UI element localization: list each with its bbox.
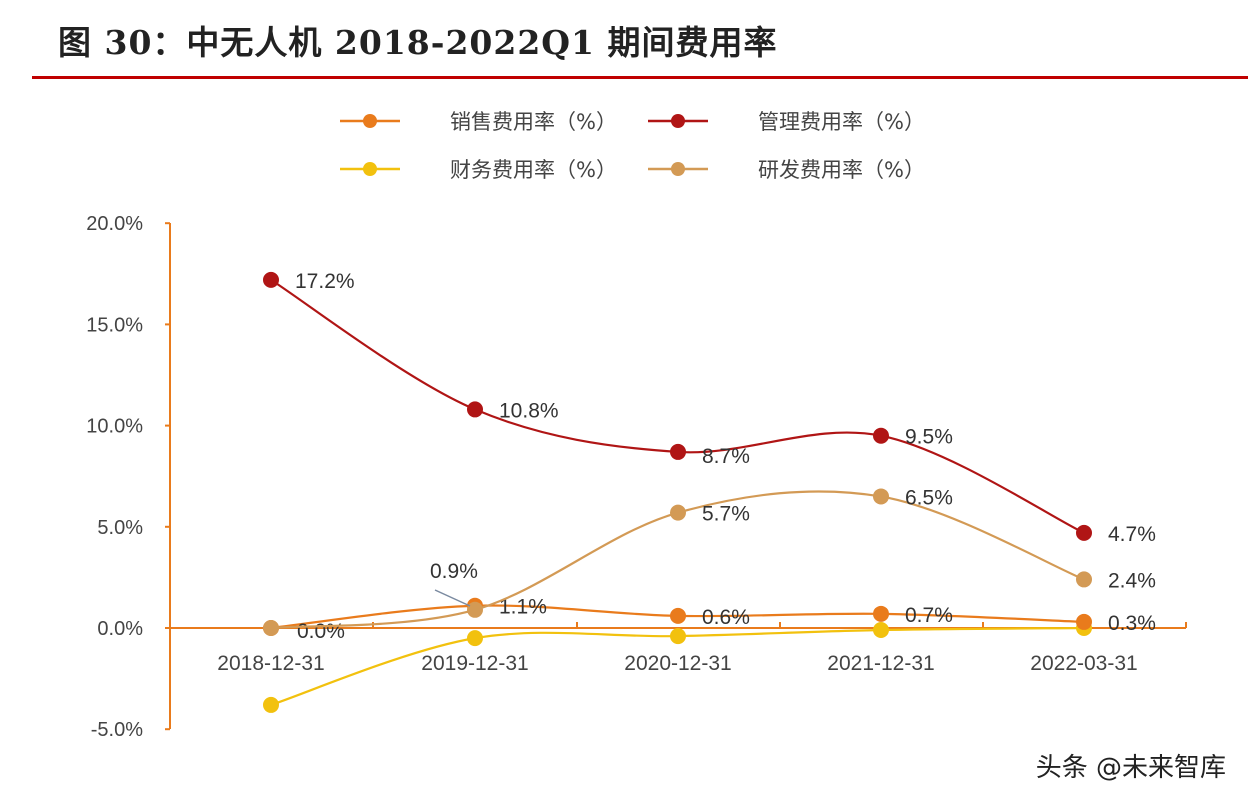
y-tick-label: 20.0% (86, 213, 143, 235)
page-title: 图 30：中无人机 2018-2022Q1 期间费用率 (58, 23, 778, 62)
y-tick-label: -5.0% (91, 719, 143, 741)
data-label: 17.2% (295, 270, 355, 293)
x-tick-label: 2018-12-31 (217, 652, 324, 675)
legend-label: 研发费用率（%） (758, 158, 925, 182)
x-tick-label: 2020-12-31 (624, 652, 731, 675)
legend-marker (363, 162, 377, 176)
legend-label: 销售费用率（%） (450, 110, 617, 134)
title-divider (32, 76, 1248, 79)
data-point (873, 605, 889, 622)
data-point (263, 696, 279, 713)
data-point (670, 628, 686, 645)
legend-marker (671, 162, 685, 176)
data-point (670, 443, 686, 460)
data-point (1076, 613, 1092, 630)
data-label: 9.5% (905, 426, 953, 449)
data-label: 5.7% (702, 503, 750, 526)
y-tick-label: 15.0% (86, 314, 143, 336)
data-point (873, 427, 889, 444)
leader-line (434, 589, 471, 607)
data-label: 1.1% (499, 596, 547, 619)
data-point (467, 601, 483, 618)
y-tick-label: 10.0% (86, 416, 143, 438)
data-point (1076, 571, 1092, 588)
series-line-1 (270, 278, 1085, 534)
x-tick-label: 2019-12-31 (421, 652, 528, 675)
watermark: 头条 @未来智库 (1035, 753, 1226, 783)
legend-label: 管理费用率（%） (758, 110, 925, 134)
data-label: 0.7% (905, 604, 953, 627)
data-point (670, 607, 686, 624)
data-label: 10.8% (499, 399, 559, 422)
x-tick-label: 2022-03-31 (1030, 652, 1137, 675)
legend-marker (671, 114, 685, 128)
data-point (873, 622, 889, 639)
data-label: 0.6% (702, 606, 750, 629)
legend-label: 财务费用率（%） (450, 158, 617, 182)
data-point (873, 488, 889, 505)
data-point (263, 620, 279, 636)
data-label: 6.5% (905, 486, 953, 509)
legend-marker (363, 114, 377, 128)
data-label: 0.3% (1108, 612, 1156, 635)
y-tick-label: 5.0% (97, 517, 143, 539)
data-label: 0.0% (297, 620, 345, 643)
data-point (670, 504, 686, 521)
data-label: 4.7% (1108, 523, 1156, 546)
data-point (1076, 524, 1092, 541)
data-point (467, 401, 483, 418)
data-point (263, 271, 279, 288)
y-tick-label: 0.0% (97, 618, 143, 640)
data-label: 2.4% (1108, 569, 1156, 592)
data-label: 0.9% (430, 560, 478, 583)
data-label: 8.7% (702, 445, 750, 468)
data-point (467, 630, 483, 647)
x-tick-label: 2021-12-31 (827, 652, 934, 675)
